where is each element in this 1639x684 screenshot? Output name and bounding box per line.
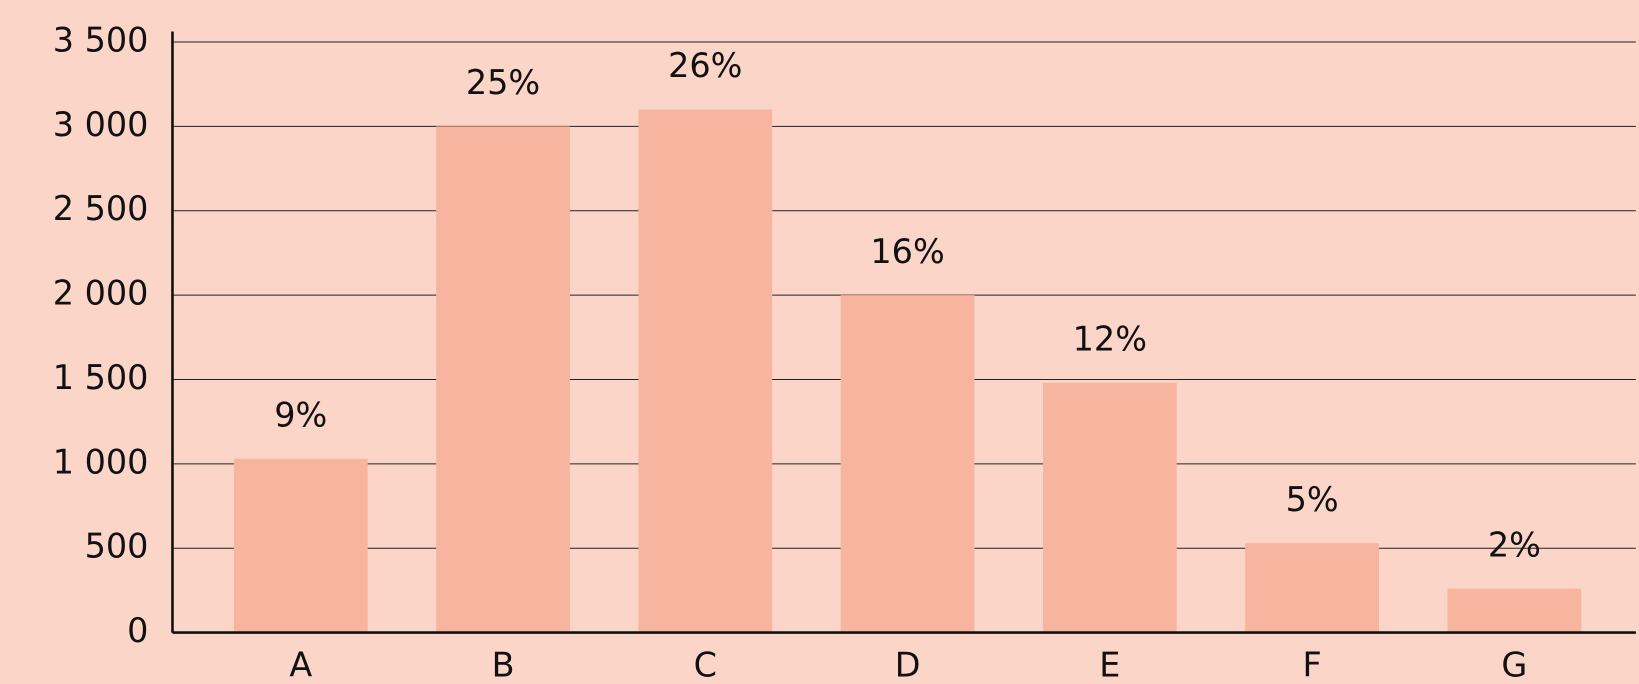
data-label: 12% — [1073, 320, 1147, 359]
y-tick-label: 500 — [85, 527, 149, 566]
data-label: 26% — [668, 46, 742, 85]
x-tick-label: G — [1501, 646, 1527, 684]
y-tick-label: 1 000 — [53, 442, 149, 481]
bar — [1447, 588, 1582, 633]
bar — [436, 126, 570, 633]
x-tick-label: B — [492, 646, 515, 684]
y-tick-label: 1 500 — [53, 358, 149, 397]
bar — [1042, 382, 1177, 633]
x-tick-label: E — [1099, 646, 1120, 684]
y-tick-label: 2 500 — [53, 189, 149, 228]
bar — [638, 109, 773, 633]
data-label: 2% — [1488, 525, 1541, 564]
x-tick-label: C — [694, 646, 717, 684]
y-tick-label: 3 000 — [53, 105, 149, 144]
data-label: 25% — [466, 63, 540, 102]
data-label: 5% — [1286, 480, 1339, 519]
x-tick-label: A — [289, 646, 312, 684]
y-tick-label: 3 500 — [53, 21, 149, 60]
bar — [233, 458, 368, 633]
data-label: 9% — [274, 395, 327, 434]
y-tick-label: 2 000 — [53, 274, 149, 313]
x-tick-label: F — [1302, 646, 1321, 684]
bar — [1245, 543, 1379, 633]
x-tick-label: D — [895, 646, 921, 684]
bar — [840, 295, 975, 633]
y-tick-label: 0 — [127, 611, 148, 650]
data-label: 16% — [870, 232, 944, 271]
